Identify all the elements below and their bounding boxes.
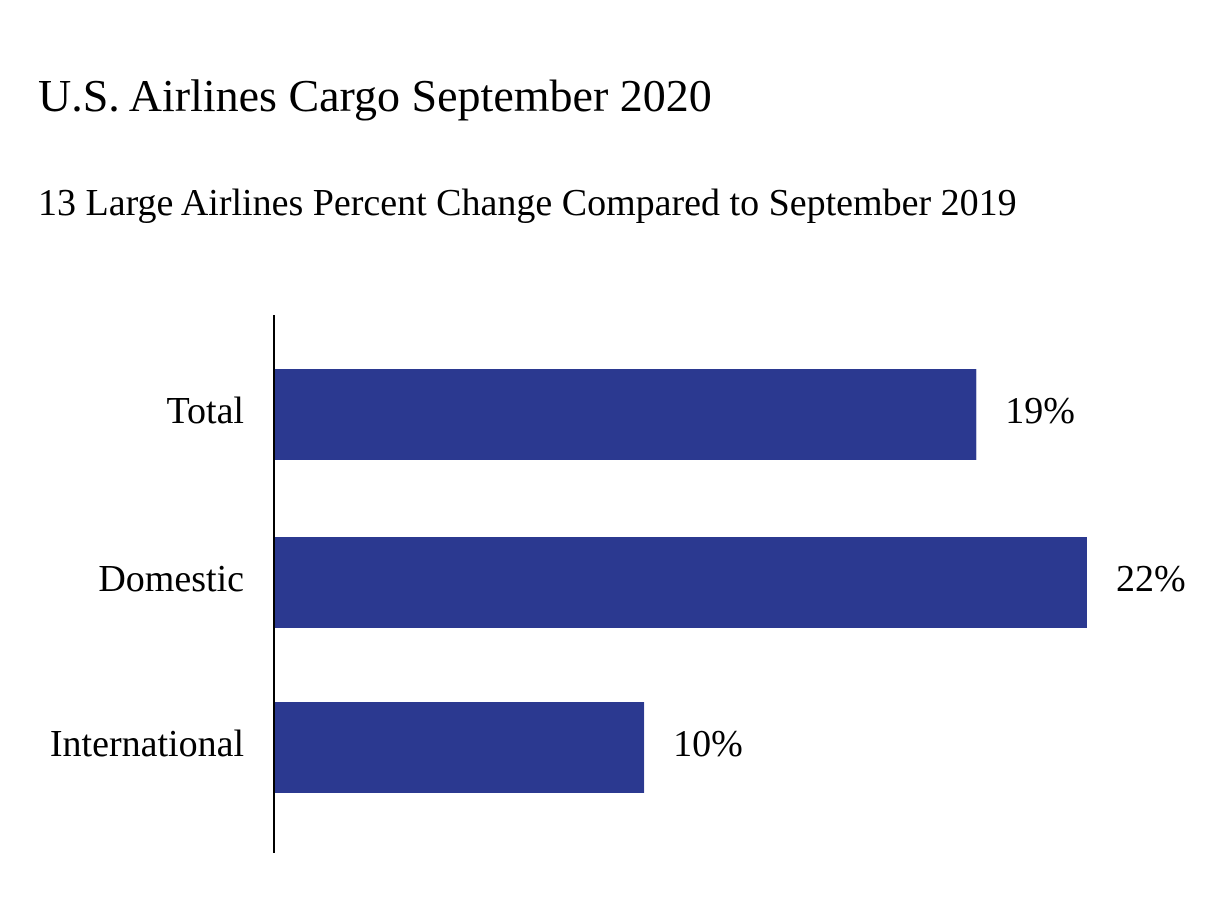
value-label-total: 19% (1005, 390, 1075, 432)
category-label-domestic: Domestic (98, 558, 244, 600)
bar-international (275, 702, 645, 793)
bars-layer: Total 19% Domestic 22% International 10% (50, 369, 1186, 793)
category-label-international: International (50, 723, 244, 765)
category-label-total: Total (166, 390, 244, 432)
value-label-international: 10% (673, 723, 743, 765)
chart-subtitle: 13 Large Airlines Percent Change Compare… (38, 182, 1017, 224)
bar-total (275, 369, 977, 460)
value-label-domestic: 22% (1116, 558, 1186, 600)
bar-domestic (275, 537, 1087, 628)
chart-title: U.S. Airlines Cargo September 2020 (38, 70, 712, 121)
